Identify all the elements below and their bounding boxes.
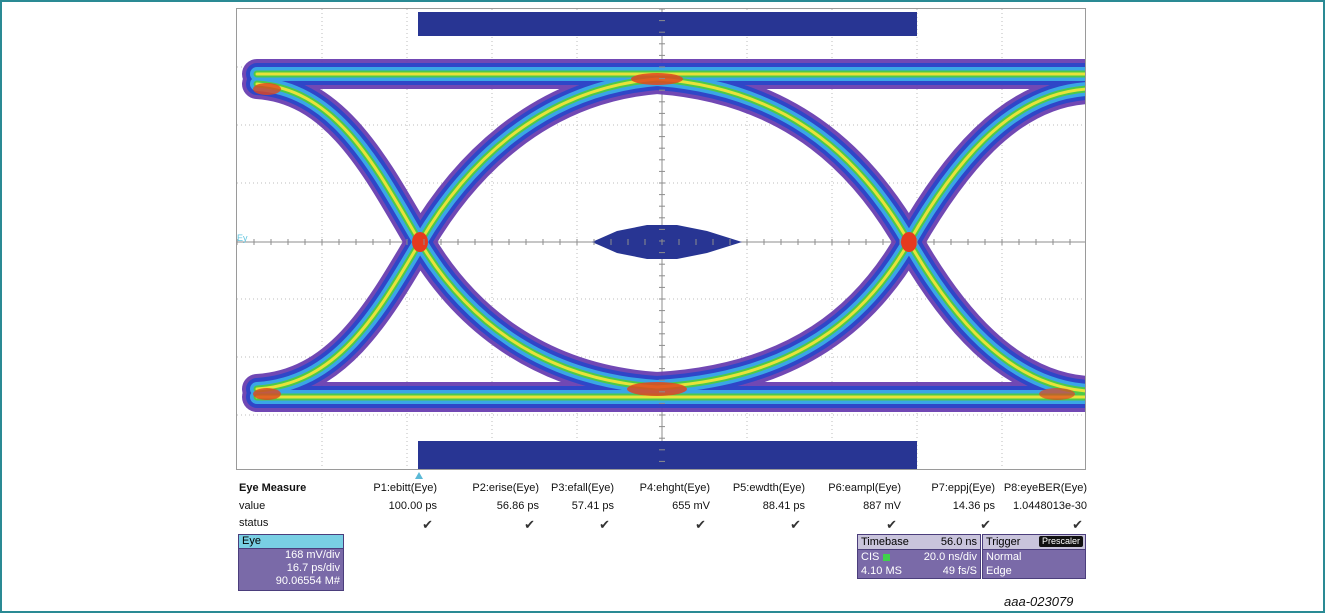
param-value-p7: 14.36 ps [952, 500, 995, 512]
sample-count: 90.06554 M# [275, 575, 340, 587]
eye-trace-descriptor[interactable]: Eye 168 mV/div 16.7 ps/div 90.06554 M# [238, 534, 344, 591]
value-row-label: value [239, 500, 266, 512]
param-value-p6: 887 mV [863, 500, 901, 512]
timebase-samples: 4.10 MS [861, 565, 902, 577]
status-check-icon: ✔ [790, 517, 801, 532]
timebase-scale: 20.0 ns/div [923, 551, 977, 563]
eye-diagram-plot [237, 9, 1085, 469]
timebase-descriptor[interactable]: Timebase 56.0 ns CIS 20.0 ns/div 4.10 MS… [857, 534, 981, 579]
eye-measure-table: Eye Measure P1:ebitt(Eye) P2:erise(Eye) … [239, 482, 1087, 532]
status-check-icon: ✔ [695, 517, 706, 532]
status-check-icon: ✔ [1072, 517, 1083, 532]
figure-caption: aaa-023079 [1004, 594, 1074, 609]
trigger-mode: Normal [986, 551, 1022, 563]
param-value-p3: 57.41 ps [571, 500, 614, 512]
trigger-descriptor[interactable]: Trigger Prescaler Normal Edge [982, 534, 1086, 579]
timebase-mode: CIS [861, 551, 880, 563]
prescaler-badge: Prescaler [1038, 536, 1083, 547]
trigger-title: Trigger [986, 536, 1021, 548]
param-header-p3[interactable]: P3:efall(Eye) [551, 482, 614, 494]
param-header-p8[interactable]: P8:eyeBER(Eye) [1003, 482, 1087, 494]
status-check-icon: ✔ [599, 517, 610, 532]
status-row-label: status [239, 517, 269, 529]
param-value-p5: 88.41 ps [762, 500, 805, 512]
status-check-icon: ✔ [524, 517, 535, 532]
param-header-p7[interactable]: P7:eppj(Eye) [931, 482, 995, 494]
eye-mask [418, 12, 917, 469]
vertical-scale: 168 mV/div [284, 549, 340, 561]
param-value-p2: 56.86 ps [496, 500, 539, 512]
status-check-icon: ✔ [886, 517, 897, 532]
trigger-type: Edge [986, 565, 1012, 577]
param-value-p4: 655 mV [672, 500, 710, 512]
param-value-p1: 100.00 ps [388, 500, 437, 512]
param-value-p8: 1.0448013e-30 [1012, 500, 1087, 512]
horizontal-scale: 16.7 ps/div [286, 562, 340, 574]
param-header-p4[interactable]: P4:ehght(Eye) [639, 482, 710, 494]
timebase-rate: 49 fs/S [942, 565, 977, 577]
param-header-p6[interactable]: P6:eampl(Eye) [828, 482, 901, 494]
eye-descriptor-title: Eye [239, 535, 343, 549]
timebase-delay: 56.0 ns [940, 536, 977, 548]
status-check-icon: ✔ [980, 517, 991, 532]
timebase-title: Timebase [861, 536, 909, 548]
status-led-icon [883, 553, 891, 561]
param-header-p1[interactable]: P1:ebitt(Eye) [373, 482, 437, 494]
trigger-position-marker[interactable] [415, 472, 423, 479]
trace-label: Ey [237, 233, 248, 243]
eye-diagram-display: Ey [236, 8, 1086, 470]
param-header-p5[interactable]: P5:ewdth(Eye) [732, 482, 805, 494]
eye-measure-title: Eye Measure [239, 482, 307, 494]
status-check-icon: ✔ [422, 517, 433, 532]
param-header-p2[interactable]: P2:erise(Eye) [472, 482, 539, 494]
